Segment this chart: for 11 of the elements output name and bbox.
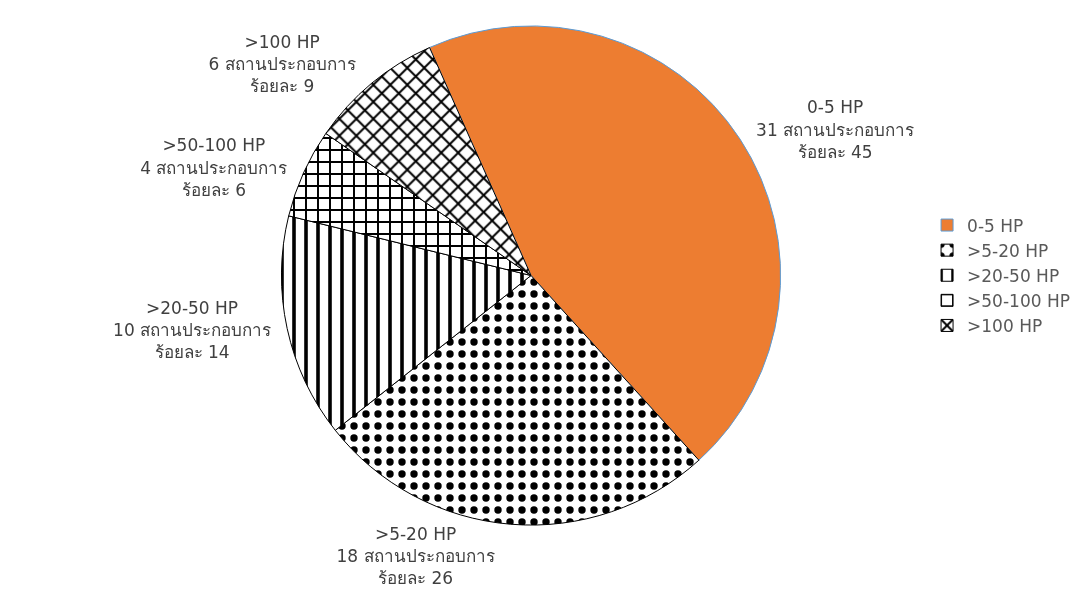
legend-label: 0-5 HP (967, 215, 1024, 236)
data-label: 0-5 HP 31 สถานประกอบการ ร้อยละ 45 (756, 97, 915, 162)
data-label: >20-50 HP 10 สถานประกอบการ ร้อยละ 14 (113, 297, 272, 363)
legend-label: >5-20 HP (967, 240, 1049, 261)
legend-label: >100 HP (967, 316, 1043, 337)
data-label: >5-20 HP 18 สถานประกอบการ ร้อยละ 26 (336, 524, 495, 589)
data-label: >50-100 HP 4 สถานประกอบการ ร้อยละ 6 (140, 135, 288, 200)
legend-label: >20-50 HP (967, 265, 1060, 286)
legend-label: >50-100 HP (967, 290, 1070, 311)
data-label: >100 HP 6 สถานประกอบการ ร้อยละ 9 (208, 32, 356, 97)
pie-slice (429, 25, 781, 461)
